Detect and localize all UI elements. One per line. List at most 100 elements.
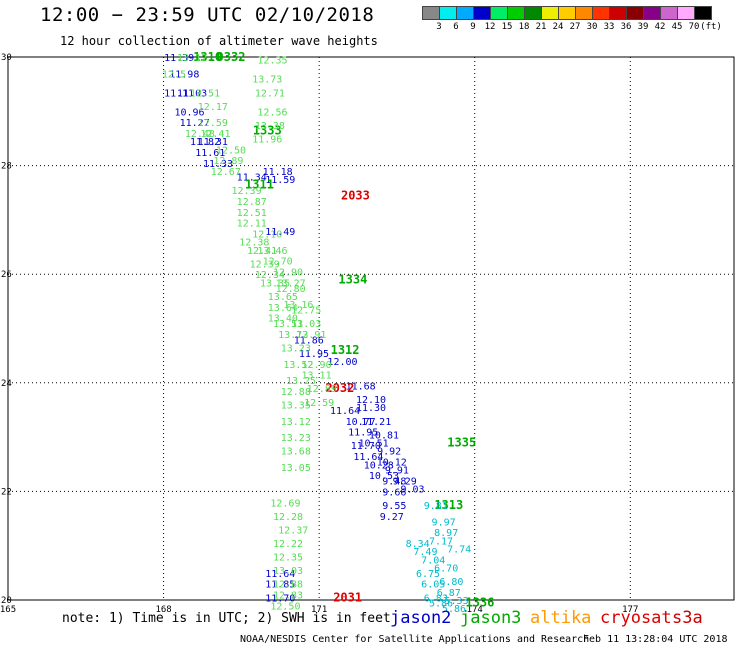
wave-height-label: 12.71 xyxy=(255,88,285,99)
wave-height-label: 13.16 xyxy=(283,300,313,311)
wave-height-label: 13.72 xyxy=(278,330,308,341)
y-tick-label: 22 xyxy=(1,487,12,497)
wave-height-label: 12.22 xyxy=(273,539,303,550)
wave-height-label: 12.41 xyxy=(247,246,277,257)
wave-height-label: 12.67 xyxy=(211,167,241,178)
wave-height-label: 11.95 xyxy=(348,428,378,439)
wave-height-label: 10.81 xyxy=(369,430,399,441)
colorbar-label: 21 xyxy=(535,22,547,32)
wave-height-label: 11.30 xyxy=(356,403,386,414)
wave-height-label: 13.25 xyxy=(286,376,316,387)
legend-jason2: jason2 xyxy=(390,608,452,628)
wave-height-label: 12.34 xyxy=(255,270,285,281)
wave-height-label: 13.38 xyxy=(255,121,285,132)
wave-height-label: 5.86 xyxy=(429,599,453,610)
colorbar-label: 6 xyxy=(453,22,459,32)
y-tick-label: 26 xyxy=(1,270,12,280)
wave-height-label: 12.51 xyxy=(237,208,267,219)
wave-height-label: 12.50 xyxy=(216,145,246,156)
wave-height-label: 12.89 xyxy=(307,384,337,395)
wave-height-label: 12.90 xyxy=(273,267,303,278)
colorbar-label: 9 xyxy=(470,22,476,32)
wave-height-label: 12.56 xyxy=(257,107,287,118)
chart-subtitle: 12 hour collection of altimeter wave hei… xyxy=(60,34,378,48)
generated-timestamp: Feb 11 13:28:04 UTC 2018 xyxy=(583,634,728,645)
wave-height-label: 9.66 xyxy=(382,487,406,498)
wave-height-label: 13.91 xyxy=(296,330,326,341)
wave-height-label: 10.12 xyxy=(377,458,407,469)
wave-height-label: 11.27 xyxy=(180,118,210,129)
wave-height-label: 6.83 xyxy=(424,593,448,604)
wave-height-label: 9.91 xyxy=(385,466,409,477)
wave-height-label: 12.39 xyxy=(250,259,280,270)
wave-height-label: 9.92 xyxy=(377,447,401,458)
track-time-label: 2032 xyxy=(325,381,354,395)
colorbar-label: 30 xyxy=(586,22,598,32)
x-tick-label: 171 xyxy=(311,605,327,615)
wave-height-label: 9.81 xyxy=(424,501,448,512)
wave-height-label: 5.33 xyxy=(445,596,469,607)
wave-height-label: 11.31 xyxy=(198,137,228,148)
footnote: note: 1) Time is in UTC; 2) SWH is in fe… xyxy=(62,611,391,626)
y-tick-label: 20 xyxy=(1,596,12,606)
track-time-label: 1333 xyxy=(253,123,282,137)
wave-height-label: 12.51 xyxy=(190,88,220,99)
wave-height-label: 9.03 xyxy=(400,485,424,496)
wave-height-label: 12.59 xyxy=(304,398,334,409)
wave-height-label: 10.77 xyxy=(346,417,376,428)
wave-height-label: 7.04 xyxy=(421,555,445,566)
wave-height-label: 10.51 xyxy=(359,439,389,450)
wave-height-label: 12.35 xyxy=(273,553,303,564)
wave-height-label: 6.80 xyxy=(439,577,463,588)
colorbar-label: 18 xyxy=(518,22,530,32)
track-time-label: 1335 xyxy=(447,436,476,450)
wave-height-label: 11.39 xyxy=(164,53,194,64)
wave-height-label: 12.00 xyxy=(327,357,357,368)
wave-height-label: 9.97 xyxy=(432,517,456,528)
wave-height-label: 13.27 xyxy=(276,278,306,289)
legend-jason3: jason3 xyxy=(460,608,522,628)
wave-height-label: 9.29 xyxy=(393,477,417,488)
wave-height-label: 12.38 xyxy=(239,238,269,249)
wave-height-label: 12.89 xyxy=(213,156,243,167)
wave-height-label: 11.86 xyxy=(294,335,324,346)
colorbar-label: 15 xyxy=(501,22,513,32)
wave-height-label: 13.03 xyxy=(291,319,321,330)
x-tick-label: 165 xyxy=(0,605,16,615)
wave-height-label: 11.82 xyxy=(190,137,220,148)
colorbar-label: 42 xyxy=(654,22,666,32)
wave-height-label: 13.40 xyxy=(268,314,298,325)
credit-text: NOAA/NESDIS Center for Satellite Applica… xyxy=(240,634,590,645)
wave-height-label: 13.64 xyxy=(268,303,298,314)
track-time-label: 2031 xyxy=(333,590,362,604)
track-time-label: 1313 xyxy=(434,498,463,512)
wave-height-label: 12.10 xyxy=(356,395,386,406)
wave-height-label: 12.5 xyxy=(162,69,186,80)
wave-height-label: 11.85 xyxy=(265,580,295,591)
wave-height-label: 12.48 xyxy=(185,129,215,140)
wave-height-label: 11.98 xyxy=(169,69,199,80)
colorbar-label: 12 xyxy=(484,22,496,32)
y-tick-label: 24 xyxy=(1,379,12,389)
wave-height-label: 12.90 xyxy=(301,360,331,371)
legend-cryosat: cryosat xyxy=(600,608,672,628)
wave-height-label: 13.52 xyxy=(283,360,313,371)
wave-height-label: 13.65 xyxy=(268,292,298,303)
wave-height-label: 12.88 xyxy=(281,387,311,398)
wave-height-label: 8.34 xyxy=(406,539,430,550)
track-time-label: 1311 xyxy=(245,178,274,192)
wave-height-label: 13.73 xyxy=(252,75,282,86)
wave-height-label: 6.70 xyxy=(434,563,458,574)
track-time-label: 0332 xyxy=(217,50,246,64)
track-time-label: 1336 xyxy=(465,596,494,610)
colorbar-label: (ft) xyxy=(700,22,722,32)
wave-height-label: 13.35 xyxy=(260,278,290,289)
wave-height-label: 13.46 xyxy=(257,246,287,257)
wave-height-label: 13.23 xyxy=(281,344,311,355)
plot-frame xyxy=(7,56,735,601)
wave-height-label: 12.75 xyxy=(291,305,321,316)
chart-title: 12:00 − 23:59 UTC 02/10/2018 xyxy=(40,4,375,26)
wave-height-label: 10.28 xyxy=(364,460,394,471)
colorbar-label: 70 xyxy=(688,22,700,32)
